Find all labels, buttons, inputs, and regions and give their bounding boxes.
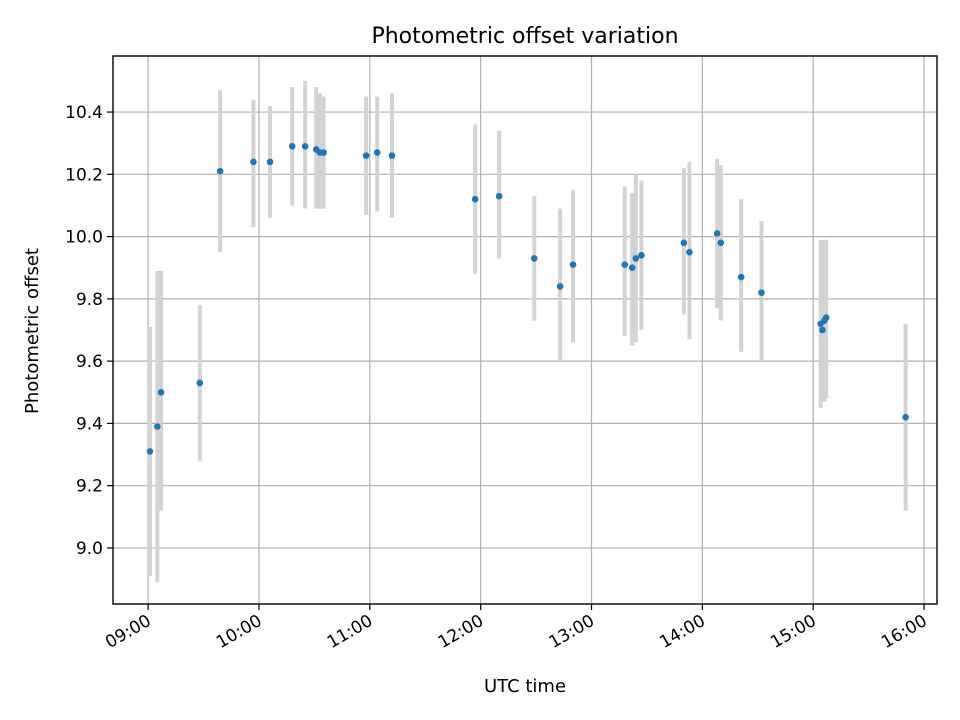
x-axis-label: UTC time (484, 676, 566, 697)
data-point (621, 261, 629, 268)
data-point (301, 142, 309, 150)
data-point (157, 388, 165, 396)
y-axis-ticks: 9.0 9.2 9.4 9.6 9.8 10.0 10.2 10.4 (65, 103, 113, 559)
y-axis-label: Photometric offset (22, 248, 43, 414)
data-point (737, 273, 745, 281)
data-point (362, 152, 370, 159)
data-point (717, 239, 725, 247)
grid-lines (113, 56, 937, 604)
data-points (146, 142, 909, 455)
data-point (288, 142, 296, 150)
data-point (373, 149, 381, 156)
data-point (680, 239, 688, 247)
y-tick-label: 9.0 (76, 539, 103, 559)
y-tick-label: 10.2 (65, 165, 103, 185)
data-point (556, 283, 564, 290)
y-tick-label: 9.2 (76, 477, 103, 497)
data-point (822, 314, 830, 321)
plot-frame (112, 55, 938, 605)
data-point (266, 158, 274, 166)
data-point (628, 264, 636, 272)
y-tick-label: 10.0 (65, 228, 103, 248)
data-point (320, 149, 327, 156)
y-tick-label: 9.6 (76, 352, 103, 372)
data-point (154, 423, 161, 430)
data-point (819, 326, 826, 334)
data-point (758, 289, 765, 296)
data-point (388, 152, 396, 159)
chart-title: Photometric offset variation (371, 24, 678, 49)
data-point (713, 230, 721, 237)
data-point (632, 255, 640, 262)
data-point (471, 195, 479, 203)
data-point (638, 251, 645, 259)
data-point (686, 248, 693, 256)
data-point (495, 192, 503, 200)
data-point (196, 379, 204, 387)
y-tick-label: 10.4 (65, 103, 103, 123)
data-point (216, 167, 224, 175)
data-point (530, 255, 538, 262)
y-tick-label: 9.8 (76, 290, 103, 310)
y-tick-label: 9.4 (76, 414, 103, 434)
data-point (902, 413, 909, 421)
data-point (146, 448, 154, 455)
data-point (250, 158, 257, 166)
data-point (569, 261, 577, 268)
